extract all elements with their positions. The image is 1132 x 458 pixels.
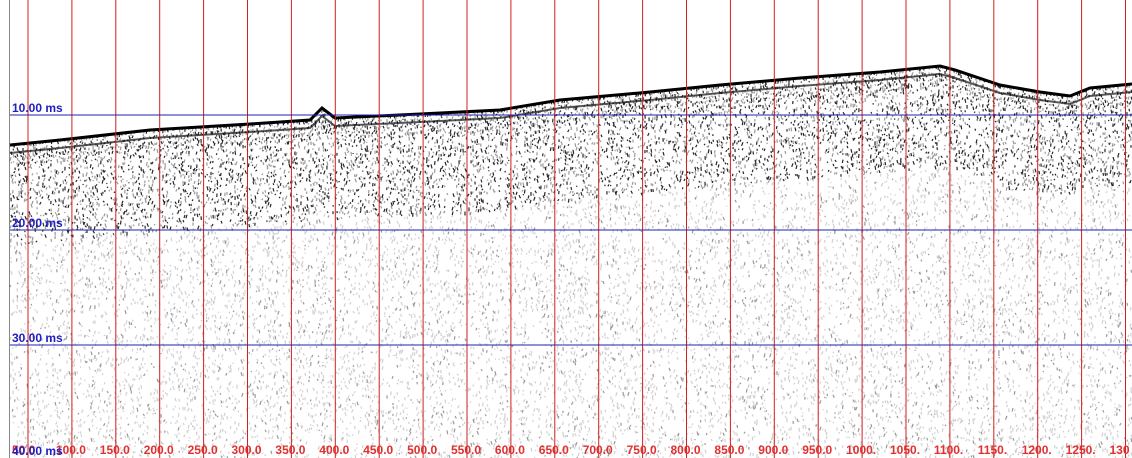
distance-label: 250.0 bbox=[188, 443, 218, 457]
distance-label: 800.0 bbox=[671, 443, 701, 457]
distance-label: 1050. bbox=[890, 443, 920, 457]
distance-label: 550.0 bbox=[451, 443, 481, 457]
distance-label: 130 bbox=[1110, 443, 1130, 457]
seafloor-reflector bbox=[9, 72, 1132, 154]
distance-label: 950.0 bbox=[802, 443, 832, 457]
distance-label: 500.0 bbox=[407, 443, 437, 457]
distance-label: 1250. bbox=[1066, 443, 1096, 457]
distance-label: 900.0 bbox=[758, 443, 788, 457]
distance-label: 1150. bbox=[978, 443, 1007, 457]
distance-label: 450.0 bbox=[363, 443, 393, 457]
distance-label: 100.0 bbox=[56, 443, 86, 457]
distance-label: 1100. bbox=[934, 443, 963, 457]
distance-label: 150.0 bbox=[100, 443, 130, 457]
time-label: 30.00 ms bbox=[12, 331, 63, 345]
distance-label: 850.0 bbox=[714, 443, 744, 457]
time-label: 20.00 ms bbox=[12, 216, 63, 230]
distance-label: 50.0 bbox=[12, 443, 36, 457]
distance-label: 400.0 bbox=[319, 443, 349, 457]
time-label: 10.00 ms bbox=[12, 101, 63, 115]
time-label: 40.00 ms bbox=[12, 444, 63, 458]
distance-label: 200.0 bbox=[144, 443, 174, 457]
distance-label: 650.0 bbox=[539, 443, 569, 457]
distance-label: 1200. bbox=[1022, 443, 1052, 457]
seafloor-reflector bbox=[9, 64, 1132, 147]
distance-label: 1000. bbox=[846, 443, 876, 457]
left-border bbox=[9, 0, 10, 458]
distance-label: 750.0 bbox=[627, 443, 657, 457]
distance-label: 300.0 bbox=[232, 443, 262, 457]
distance-label: 350.0 bbox=[275, 443, 305, 457]
distance-label: 700.0 bbox=[583, 443, 613, 457]
distance-label: 600.0 bbox=[495, 443, 525, 457]
